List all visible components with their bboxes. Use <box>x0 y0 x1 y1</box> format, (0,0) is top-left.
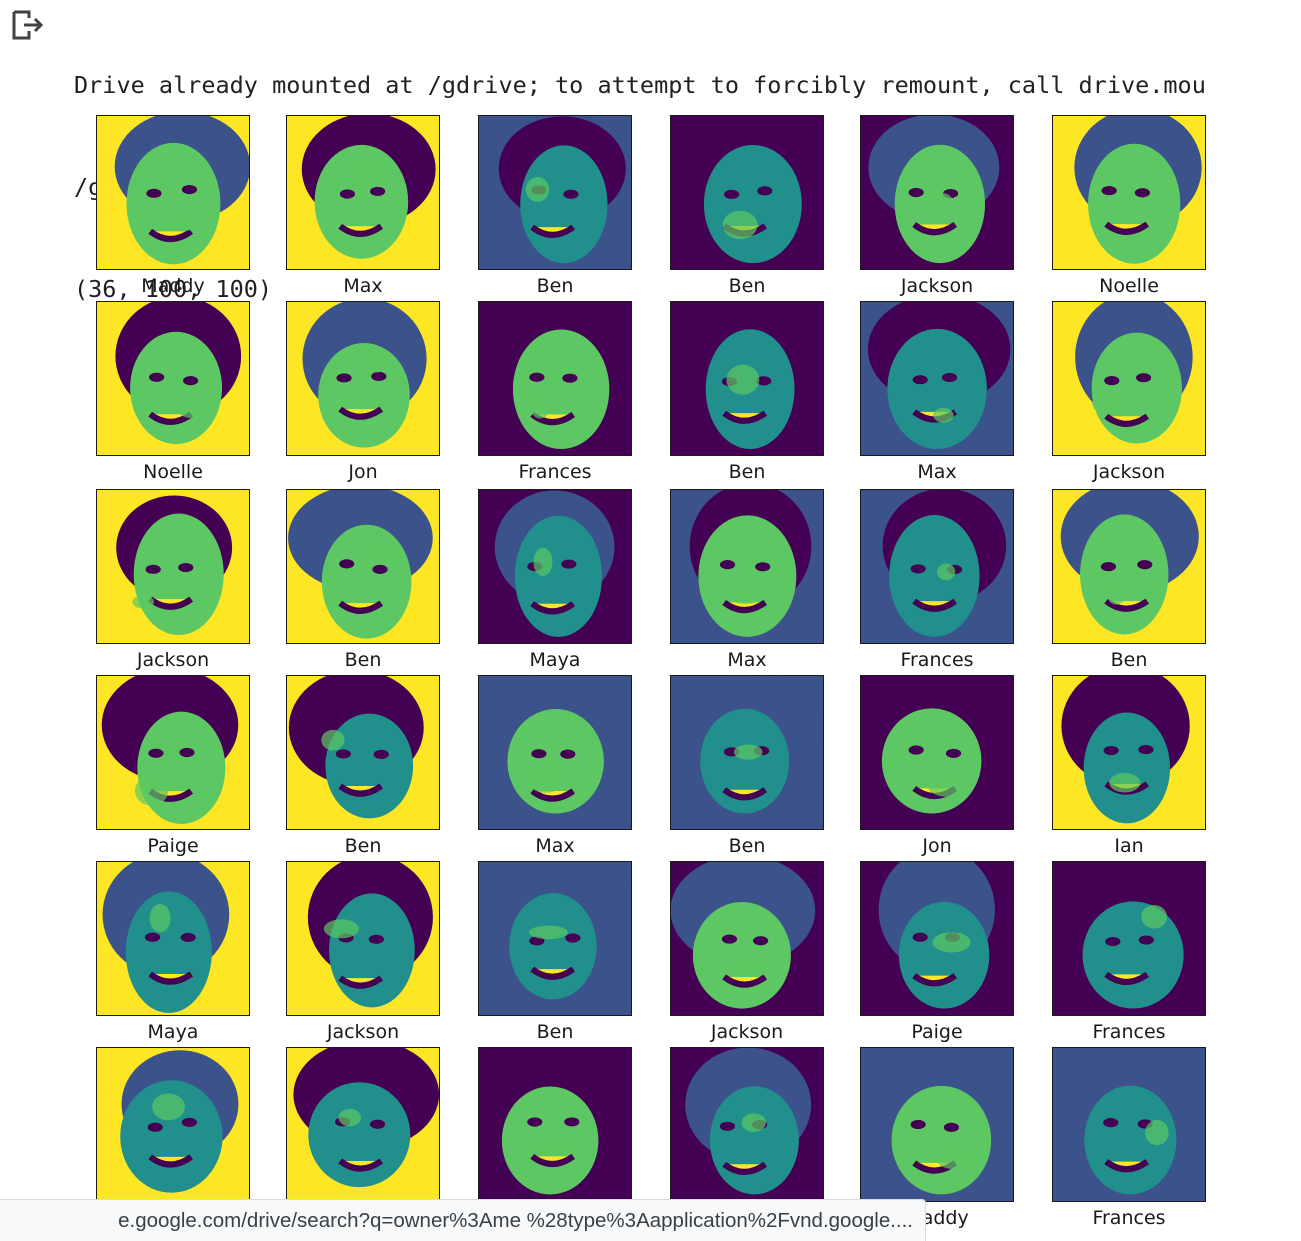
link-preview-status-bar: e.google.com/drive/search?q=owner%3Ame %… <box>0 1199 926 1241</box>
face-thumbnail <box>286 301 440 456</box>
face-label: Ben <box>1110 649 1148 671</box>
face-label: Ben <box>728 461 766 483</box>
face-label: Max <box>535 835 575 857</box>
face-thumbnail <box>96 675 250 830</box>
face-thumbnail <box>1052 675 1206 830</box>
face-thumbnail <box>670 301 824 456</box>
face-label: Jon <box>348 461 378 483</box>
face-label: Max <box>727 649 767 671</box>
face-thumbnail <box>96 301 250 456</box>
output-arrow-icon <box>12 10 44 40</box>
face-thumbnail <box>1052 861 1206 1016</box>
face-thumbnail <box>670 1047 824 1202</box>
face-thumbnail <box>670 675 824 830</box>
face-thumbnail <box>1052 1047 1206 1202</box>
face-label: Ben <box>344 649 382 671</box>
face-thumbnail <box>96 115 250 270</box>
link-url: e.google.com/drive/search?q=owner%3Ame %… <box>118 1209 913 1232</box>
face-label: Frances <box>900 649 974 671</box>
face-thumbnail <box>860 861 1014 1016</box>
face-label: Jackson <box>326 1021 400 1043</box>
face-label: Ben <box>728 835 766 857</box>
face-label: Paige <box>147 835 199 857</box>
face-label: Frances <box>1092 1021 1166 1043</box>
face-label: Noelle <box>1099 275 1159 297</box>
face-thumbnail <box>670 115 824 270</box>
face-label: Frances <box>1092 1207 1166 1229</box>
face-thumbnail <box>286 115 440 270</box>
face-thumbnail <box>1052 489 1206 644</box>
face-label: Maya <box>147 1021 199 1043</box>
face-thumbnail <box>96 489 250 644</box>
face-label: Jackson <box>136 649 210 671</box>
face-thumbnail <box>286 675 440 830</box>
face-thumbnail <box>478 489 632 644</box>
face-label: Ben <box>728 275 766 297</box>
face-label: Paige <box>911 1021 963 1043</box>
output-line: (36, 100, 100) <box>74 275 273 303</box>
face-label: Ben <box>344 835 382 857</box>
face-thumbnail <box>478 861 632 1016</box>
face-label: Maddy <box>141 275 205 297</box>
face-label: Maya <box>529 649 581 671</box>
face-thumbnail <box>860 489 1014 644</box>
face-label: Ben <box>536 275 574 297</box>
face-thumbnail <box>478 115 632 270</box>
face-thumbnail <box>860 115 1014 270</box>
face-thumbnail <box>478 301 632 456</box>
face-label: Max <box>917 461 957 483</box>
output-line: Drive already mounted at /gdrive; to att… <box>74 71 1206 99</box>
face-thumbnail <box>1052 301 1206 456</box>
face-thumbnail <box>1052 115 1206 270</box>
face-thumbnail <box>286 489 440 644</box>
face-thumbnail <box>670 861 824 1016</box>
face-thumbnail <box>478 1047 632 1202</box>
face-label: Ben <box>536 1021 574 1043</box>
face-label: Max <box>343 275 383 297</box>
face-label: Jackson <box>1092 461 1166 483</box>
face-thumbnail <box>670 489 824 644</box>
face-label: Jackson <box>900 275 974 297</box>
face-thumbnail <box>478 675 632 830</box>
face-thumbnail <box>860 301 1014 456</box>
face-thumbnail <box>860 1047 1014 1202</box>
face-thumbnail <box>96 861 250 1016</box>
face-label: Jackson <box>710 1021 784 1043</box>
face-label: Frances <box>518 461 592 483</box>
face-label: Noelle <box>143 461 203 483</box>
face-thumbnail <box>96 1047 250 1202</box>
cell-output-text: Drive already mounted at /gdrive; to att… <box>74 0 1301 340</box>
face-thumbnail <box>860 675 1014 830</box>
face-thumbnail <box>286 1047 440 1202</box>
face-label: Ian <box>1114 835 1144 857</box>
face-thumbnail <box>286 861 440 1016</box>
face-label: Jon <box>922 835 952 857</box>
